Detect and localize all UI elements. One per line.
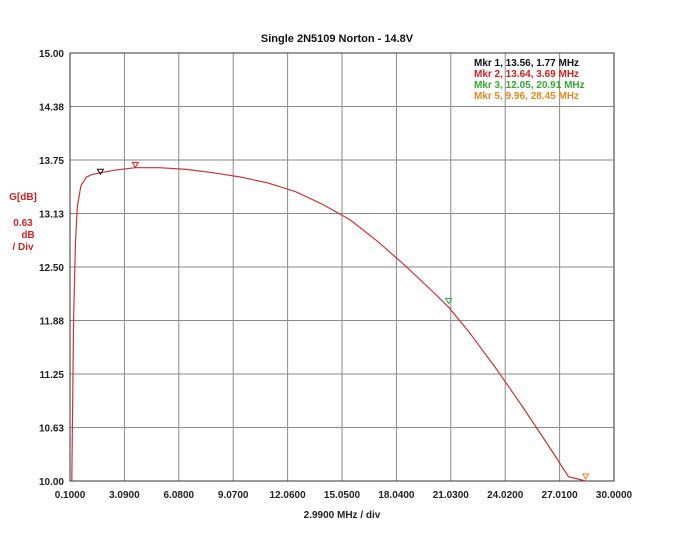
y-axis-label: G[dB] [9,192,37,203]
y-tick-label: 10.63 [39,424,64,435]
y-axis-scale-unit: dB [21,230,34,241]
y-axis-scale-div: / Div [12,242,34,253]
y-tick-label: 13.75 [39,156,64,167]
x-tick-label: 9.0700 [218,490,249,501]
marker-triangle [96,168,105,176]
y-tick-label: 14.38 [39,103,64,114]
x-tick-label: 21.0300 [433,490,470,501]
chart-title: Single 2N5109 Norton - 14.8V [261,33,414,45]
grid [70,53,614,481]
x-tick-label: 27.0100 [542,490,579,501]
y-tick-label: 11.25 [40,370,65,381]
y-axis-scale-value: 0.63 [13,218,33,229]
x-tick-label: 15.0500 [324,490,361,501]
plot-frame [69,52,615,482]
y-tick-label: 12.50 [39,263,64,274]
x-tick-label: 30.0000 [596,490,633,501]
marker-group [96,161,590,480]
legend-entry: Mkr 3, 12.05, 20.91 MHz [474,80,585,91]
x-tick-label: 0.1000 [55,490,86,501]
x-tick-label: 18.0400 [378,490,415,501]
x-axis-ticks: 0.1000 3.0900 6.0800 9.0700 12.0600 15.0500 18… [55,490,633,501]
series-group [71,167,586,482]
marker-triangle [444,298,453,305]
marker-triangle [581,473,590,480]
y-tick-label: 15.00 [39,49,64,60]
legend-entry: Mkr 1, 13.56, 1.77 MHz [474,58,579,69]
y-tick-label: 13.13 [39,210,64,221]
y-tick-label: 11.88 [40,317,65,328]
y-axis-ticks: 15.00 14.38 13.75 13.13 12.50 11.88 11.25 10.63… [39,49,64,488]
x-tick-label: 12.0600 [270,490,307,501]
marker-triangle [131,161,140,169]
y-tick-label: 10.00 [39,477,64,488]
x-axis-label: 2.9900 MHz / div [304,510,381,521]
x-tick-label: 6.0800 [164,490,195,501]
series-line [71,167,586,482]
x-tick-label: 24.0200 [487,490,524,501]
legend-entry: Mkr 2, 13.64, 3.69 MHz [474,69,579,80]
legend-entry: Mkr 5, 9.96, 28.45 MHz [474,91,579,102]
x-tick-label: 3.0900 [109,490,140,501]
